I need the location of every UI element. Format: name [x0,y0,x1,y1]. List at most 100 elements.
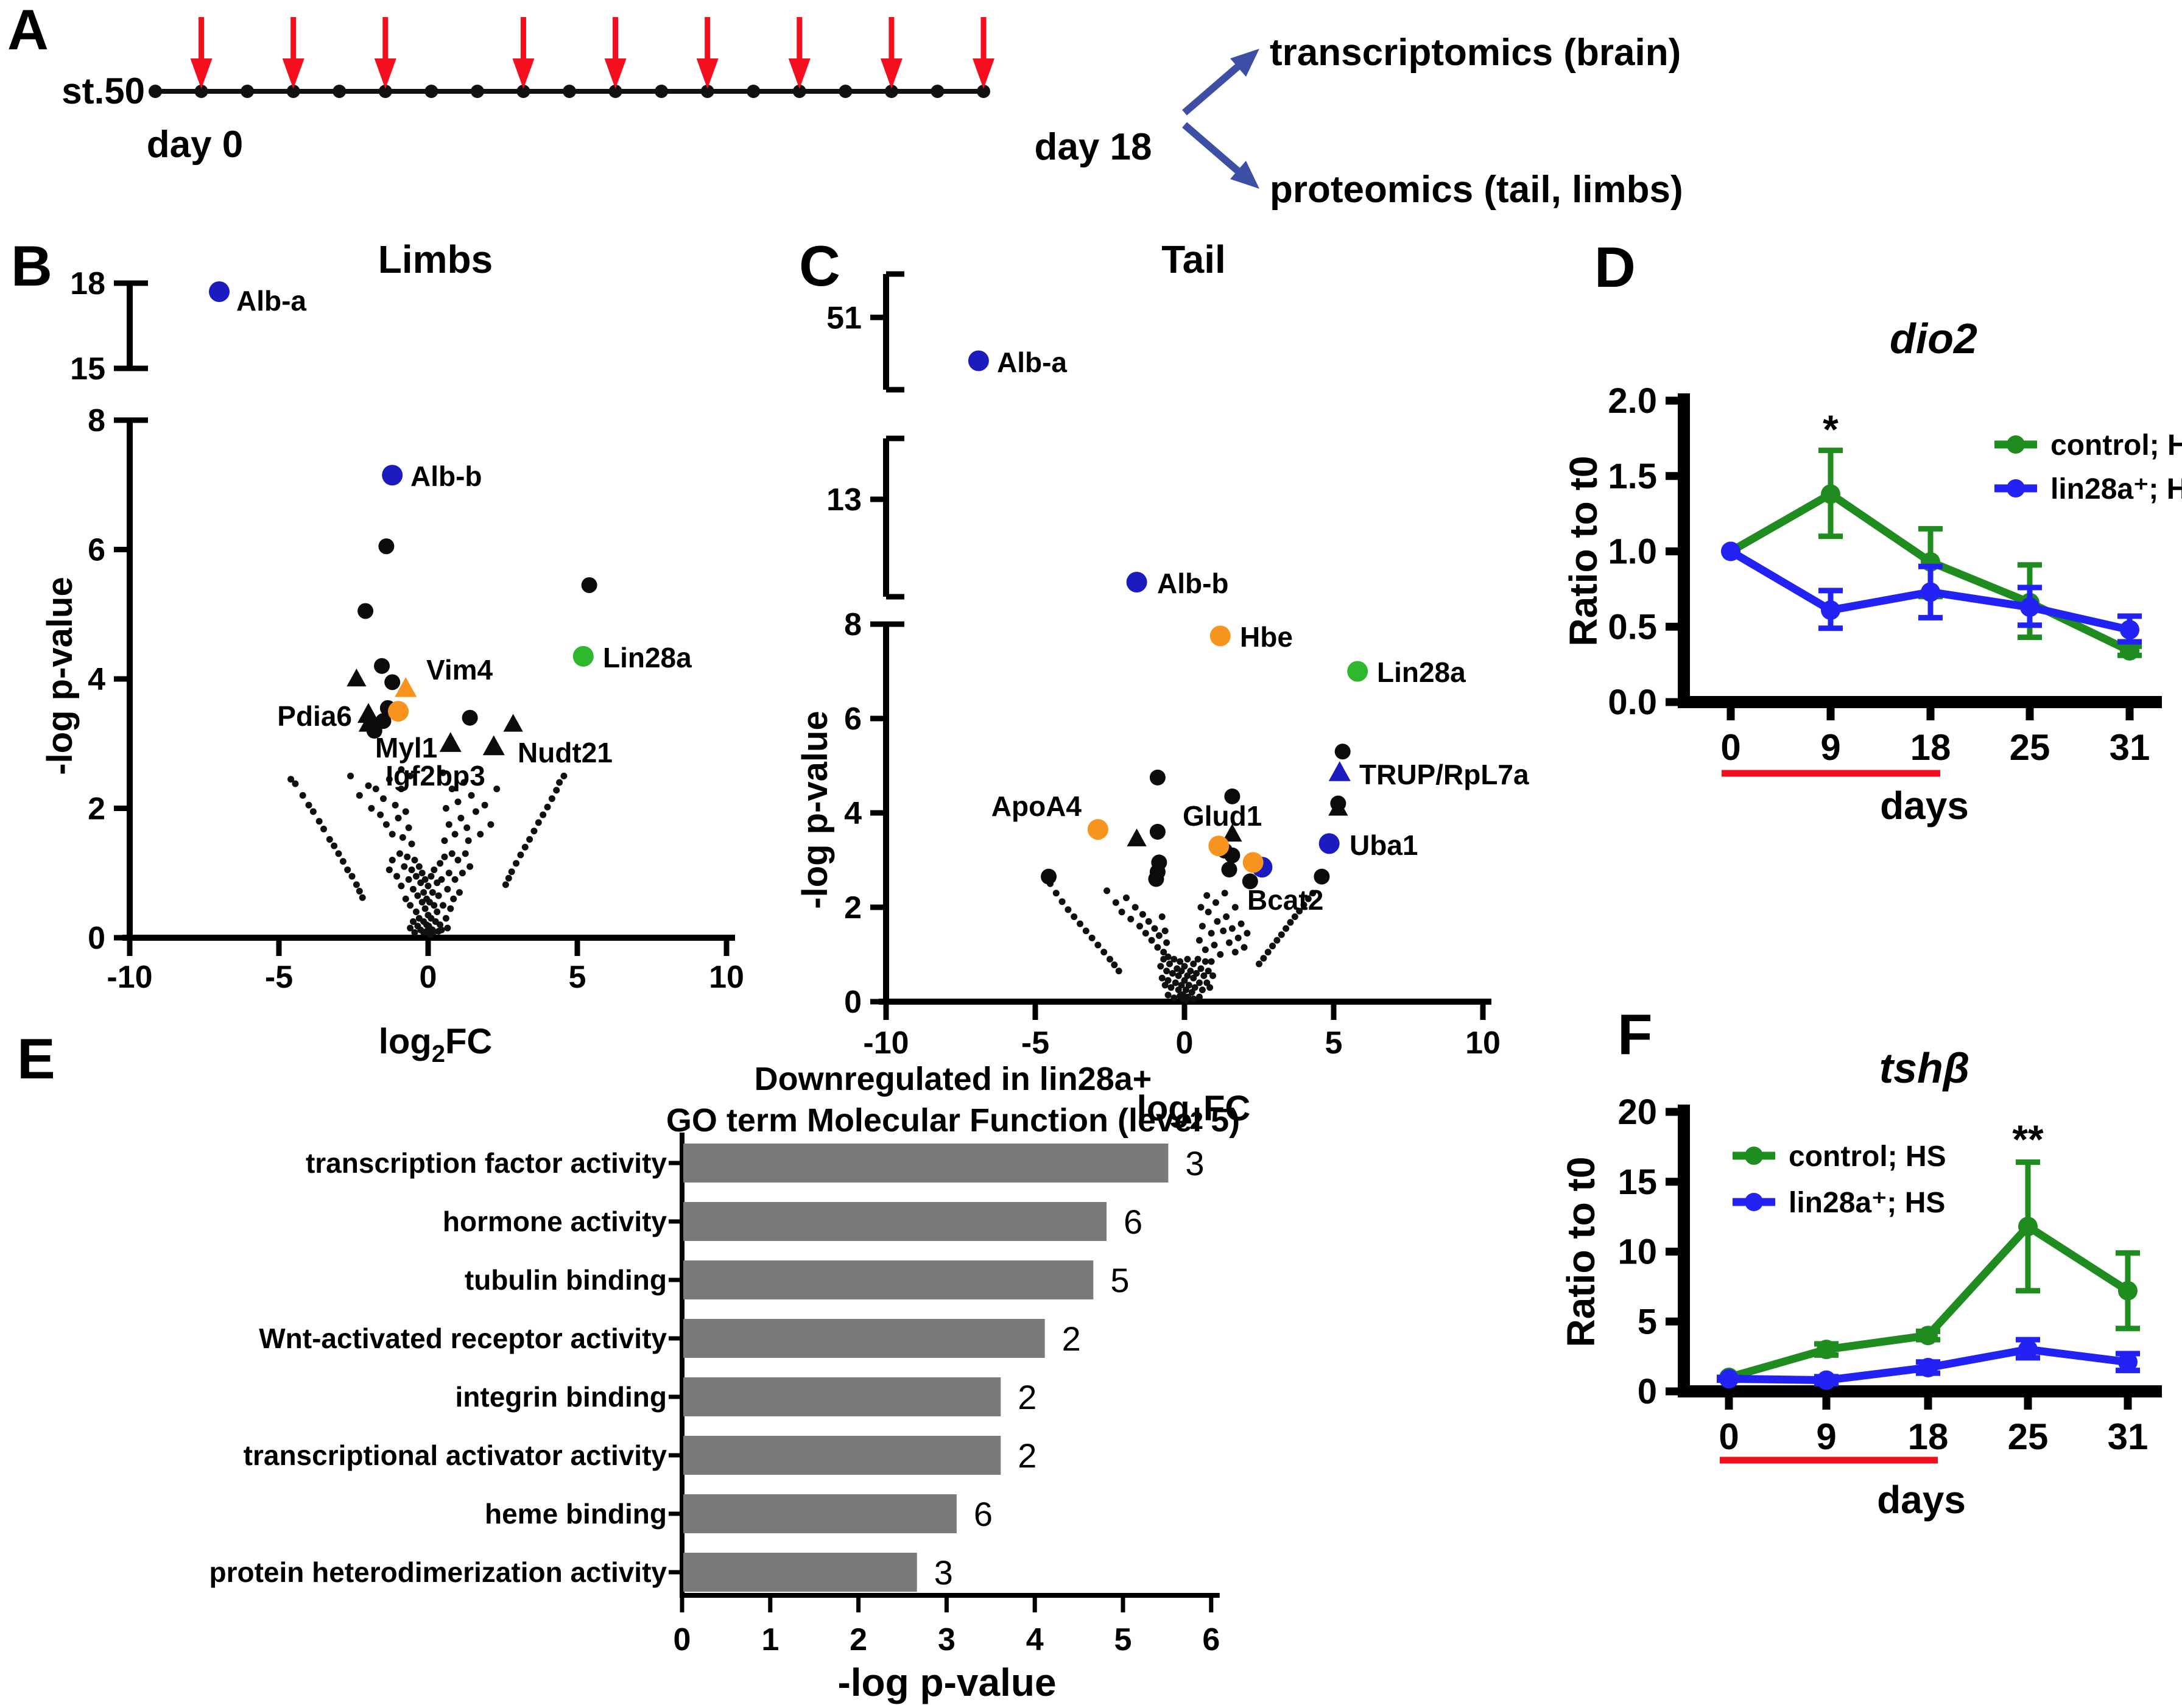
protein-point [1224,788,1241,804]
point-label: Alb-a [236,285,306,317]
scatter-point [1164,991,1172,999]
panel-label-e: E [17,1027,55,1091]
legend-marker [2007,479,2025,497]
protein-point [581,577,597,593]
scatter-point [440,902,446,909]
scatter-point [353,881,360,888]
scatter-point [305,801,312,809]
x-tick-label: 5 [1325,1025,1343,1061]
scatter-point [1185,982,1192,989]
x-tick-label: 2 [850,1622,867,1657]
y-axis-title: Ratio to t0 [1561,456,1605,647]
scatter-point [508,868,515,876]
scatter-point [513,860,520,867]
scatter-point [320,826,327,832]
scatter-point [377,811,384,818]
scatter-point [1231,904,1239,911]
scatter-point [1177,958,1184,965]
scatter-point [407,902,414,909]
scatter-point [431,866,438,873]
y-tick-label: 10 [1617,1232,1657,1272]
scatter-point [442,915,449,922]
scatter-point [1077,920,1083,927]
protein-point [374,658,390,674]
protein-point [1314,868,1330,885]
protein-point-triangle [1328,798,1348,816]
scatter-point [1122,894,1130,901]
scatter-point [450,895,457,902]
scatter-point [287,776,295,783]
scatter-point [389,831,396,838]
scatter-point [1161,927,1169,935]
scatter-point [1103,887,1111,894]
category-label: heme binding [485,1498,667,1530]
scatter-point [462,850,469,857]
x-tick-label: 9 [1820,727,1840,768]
scatter-point [435,892,442,899]
scatter-point [438,926,445,933]
highlight-Glud1 [1208,835,1230,857]
point-label: Alb-a [997,346,1067,378]
scatter-point [1260,955,1267,962]
scatter-point [423,927,431,935]
scatter-point [1244,930,1251,937]
scatter-point [1187,968,1194,975]
day18-label: day 18 [1034,126,1152,168]
scatter-point [1107,955,1113,963]
x-tick-label: -10 [863,1025,909,1061]
scatter-point [417,926,424,933]
scatter-point [414,892,421,899]
y-tick-label: 6 [844,701,862,737]
day0-label: day 0 [147,124,244,166]
scatter-point [385,776,393,783]
scatter-point [1158,913,1166,920]
day-dot [747,85,761,98]
count-label: 3 [934,1553,953,1592]
count-label: 3 [1185,1144,1204,1183]
y-axis-title: Ratio to t0 [1559,1157,1603,1348]
chart-title: Downregulated in lin28a+ [755,1061,1152,1097]
scatter-point [407,772,414,779]
y-tick-label: 2.0 [1608,381,1657,421]
day-dot [470,85,484,98]
highlight-Alb-b [1126,572,1147,592]
chart-title: Limbs [378,237,493,281]
scatter-point [1164,977,1172,984]
highlight-Myl1 [388,701,409,722]
scatter-point [451,831,459,838]
series-marker [1817,1340,1836,1360]
series-marker [2018,1340,2038,1360]
scatter-point [447,905,454,912]
day-dot [884,85,898,98]
scatter-point [418,870,426,877]
legend-label: lin28a⁺; HS [1789,1187,1945,1219]
scatter-point [1172,979,1179,986]
scatter-point [1256,960,1262,968]
line-chart-tshb: 0 5 10 15 20 0 9 18 25 31 control; HS lin28a⁺; HS **… [1559,1044,2162,1522]
y-tick-label: 8 [88,403,105,438]
day-dot [378,85,392,98]
scatter-point [437,921,444,929]
scatter-point [428,873,435,880]
point-label: Myl1 [375,732,437,764]
x-tick-label: 25 [2010,727,2050,768]
scatter-point [530,828,538,835]
y-axis-title: -log p-value [795,711,835,908]
series-marker [2120,641,2139,661]
scatter-point [396,850,403,857]
scatter-point [315,818,323,825]
x-tick-label: 25 [2008,1416,2049,1457]
chart-title: GO term Molecular Function (level 5) [666,1102,1240,1139]
protein-point-triangle [503,714,523,732]
day-dot [194,85,208,98]
scatter-point [441,837,448,845]
y-tick-label: 2 [844,890,862,926]
scatter-point [1151,925,1158,932]
protein-point [384,674,401,691]
scatter-point [326,836,333,843]
highlight-Pdia6 [357,703,380,723]
scatter-point [1115,968,1122,975]
output-proteomics: proteomics (tail, limbs) [1270,169,1683,211]
protein-point [1242,873,1258,890]
